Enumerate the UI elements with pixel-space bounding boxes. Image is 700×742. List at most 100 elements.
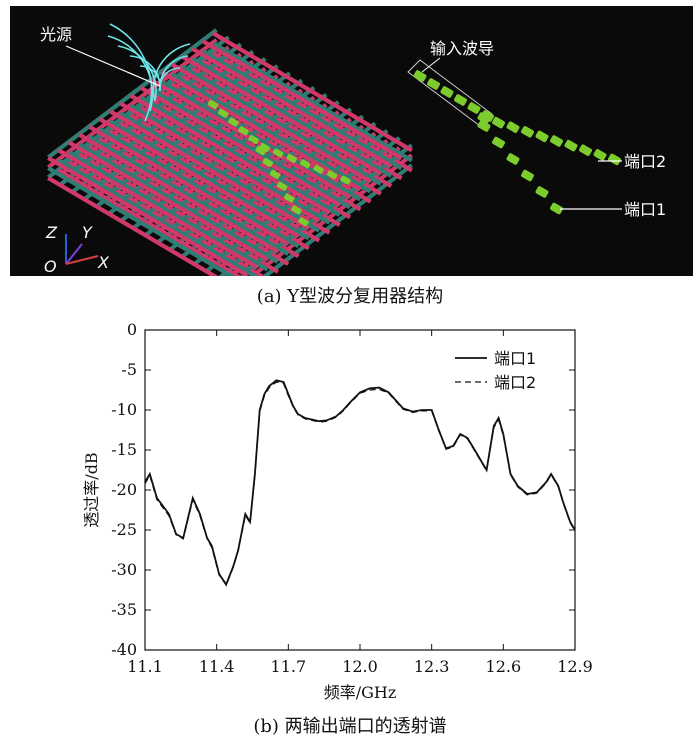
waveguide-dot [283, 193, 295, 203]
waveguide-dot [207, 99, 219, 110]
waveguide-dot [467, 102, 481, 114]
series-port1-line [144, 379, 576, 587]
lattice-rod [211, 31, 413, 153]
wdm-structure-figure: 光源 Z Y X O 输入波导 端口2 端口1 [10, 6, 693, 276]
lattice-rod [139, 85, 341, 207]
axis-indicator: Z Y X O [44, 223, 110, 276]
lattice-rod [181, 54, 382, 176]
input-waveguide-pointer [421, 57, 441, 73]
y-tick-label: -25 [111, 520, 137, 539]
series-port2-line [144, 381, 576, 587]
waveguide-dot [427, 78, 440, 90]
axis-x-line [65, 255, 99, 265]
port2-label: 端口2 [624, 152, 666, 171]
lattice-rod [191, 46, 393, 168]
waveguide-dot [262, 157, 274, 168]
y-tick-label: -15 [111, 440, 137, 459]
lattice-rod [47, 166, 236, 276]
light-source-label: 光源 [40, 25, 72, 44]
waveguide-dot [521, 126, 534, 138]
port1-label: 端口1 [624, 200, 666, 219]
waveguide-dot [454, 94, 467, 106]
wave-arc [117, 45, 157, 102]
lattice-rod [78, 132, 279, 254]
y-tick-label: 0 [127, 320, 137, 339]
axis-x-label: X [97, 253, 110, 272]
lattice-rod [170, 62, 372, 184]
x-tick-label: 11.4 [199, 657, 235, 676]
waveguide-dot [535, 186, 549, 198]
waveguide-dot [340, 175, 351, 185]
waveguide-dot [413, 70, 427, 82]
lattice-rod [119, 101, 321, 223]
waveguide-dot [506, 153, 520, 165]
x-tick-label: 11.1 [127, 657, 163, 676]
x-tick-label: 12.6 [486, 657, 522, 676]
axis-y-line [65, 243, 83, 265]
axis-ticks: 11.1 11.4 11.7 12.0 12.3 12.6 12.9 0 -5 -10 -15 -20… [111, 320, 593, 676]
lattice-rod [108, 109, 310, 231]
y-tick-label: -40 [111, 640, 137, 659]
legend-label: 端口1 [494, 349, 536, 368]
waveguide-dot [238, 126, 249, 136]
waveguide-dot [255, 146, 266, 156]
waveguide-dot [291, 205, 302, 215]
transmission-chart: 11.1 11.4 11.7 12.0 12.3 12.6 12.9 0 -5 -10 -15 -20… [82, 320, 593, 702]
x-tick-label: 12.9 [557, 657, 593, 676]
waveguide-dot [299, 159, 311, 169]
series-group [144, 379, 576, 587]
lattice-rod [67, 140, 269, 262]
axis-z-label: Z [45, 223, 58, 242]
waveguide-dot [535, 130, 549, 143]
lattice-rod [47, 156, 249, 276]
wave-arc [109, 23, 153, 122]
waveguide-dot [492, 136, 505, 149]
waveguide-dot [492, 116, 505, 129]
caption-a: (a) Y型波分复用器结构 [256, 286, 444, 307]
legend-label: 端口2 [494, 373, 536, 392]
light-source-waves [107, 23, 191, 122]
waveguide-dot [440, 86, 454, 98]
waveguide-dot [506, 121, 520, 133]
waveguide-dot [269, 169, 281, 179]
x-axis-label: 频率/GHz [324, 683, 397, 702]
axis-y-label: Y [82, 223, 93, 242]
y-tick-label: -30 [111, 560, 137, 579]
waveguide-dots [413, 70, 621, 215]
waveguide-dot [477, 120, 491, 132]
x-tick-label: 11.7 [271, 657, 307, 676]
y-tick-label: -20 [111, 480, 137, 499]
y-tick-label: -35 [111, 600, 137, 619]
lattice-rod [201, 39, 403, 161]
input-waveguide-label: 输入波导 [430, 39, 494, 58]
y-tick-label: -5 [121, 360, 137, 379]
waveguide-dot [593, 149, 607, 161]
x-tick-label: 12.3 [414, 657, 450, 676]
lattice-rod [47, 176, 219, 276]
waveguide-dot [313, 164, 324, 174]
waveguide-dot [259, 142, 271, 153]
waveguide-dot [248, 134, 259, 145]
lattice-rod [57, 148, 259, 270]
axis-o-label: O [44, 257, 57, 276]
waveguide-dot [550, 202, 563, 215]
y-axis-label: 透过率/dB [82, 452, 101, 527]
waveguide-dot [298, 217, 309, 227]
x-tick-label: 12.0 [342, 657, 378, 676]
y-tick-label: -10 [111, 400, 137, 419]
waveguide-dot [521, 169, 534, 182]
photonic-crystal-lattice [47, 28, 413, 276]
waveguide-dot [326, 170, 338, 180]
waveguide-dot [550, 135, 563, 147]
waveguide-dot [579, 144, 592, 156]
waveguide-dot [276, 181, 288, 191]
lattice-rod [160, 70, 362, 192]
wave-arc [152, 43, 191, 102]
waveguide-dot [217, 108, 229, 118]
caption-b: (b) 两输出端口的透射谱 [253, 716, 447, 737]
lattice-rod [47, 28, 218, 159]
waveguide-dot [608, 153, 621, 166]
lattice-rod [129, 93, 331, 215]
waveguide-dot [272, 148, 284, 158]
